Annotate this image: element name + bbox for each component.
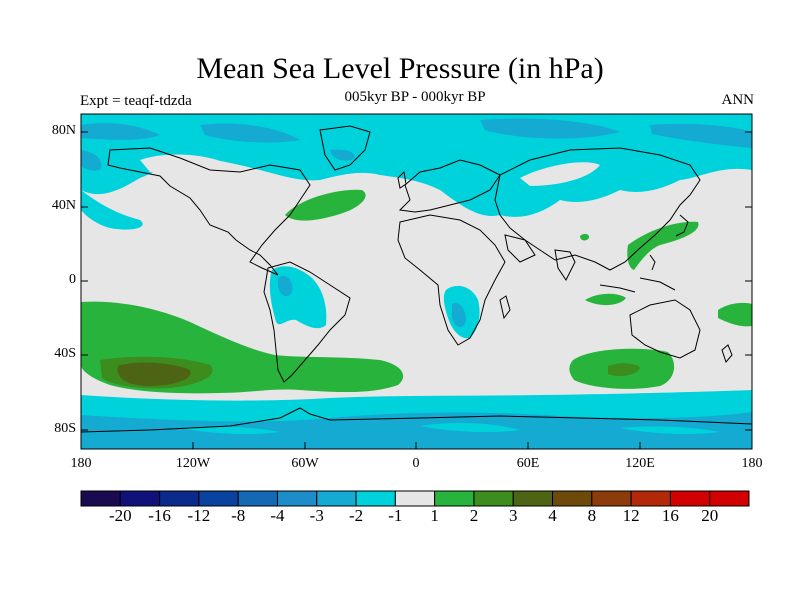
- colorbar: [80, 490, 750, 507]
- coastlines: [81, 125, 752, 433]
- colorbar-box-8: [394, 490, 436, 507]
- map-subtitle: 005kyr BP - 000kyr BP: [344, 89, 486, 105]
- y-label-80s: 80S: [54, 421, 76, 436]
- colorbar-box-13: [591, 490, 632, 507]
- colorbar-box-12: [552, 490, 593, 507]
- coast-europe: [398, 159, 501, 213]
- north-pacific-cyan: [81, 190, 143, 230]
- antarctic-cyan-streaks: [180, 423, 720, 435]
- y-label-40n: 40N: [51, 198, 76, 213]
- x-label-60w: 60W: [291, 456, 319, 471]
- colorbar-label-0: -20: [108, 506, 132, 525]
- colorbar-label-11: 4: [548, 506, 557, 525]
- x-label-60e: 60E: [516, 456, 540, 471]
- north-atlantic-green: [285, 189, 366, 221]
- asia-small-green: [580, 233, 590, 241]
- coast-greenland: [319, 125, 371, 171]
- southern-africa-blue: [452, 302, 466, 328]
- colorbar-label-1: -16: [148, 506, 171, 525]
- colorbar-box-5: [276, 490, 318, 507]
- colorbar-label-6: -2: [348, 506, 364, 525]
- colorbar-label-14: 16: [661, 506, 679, 525]
- x-label-180e: 180: [741, 456, 763, 471]
- colorbar-label-10: 3: [508, 506, 518, 525]
- coast-madagascar: [499, 295, 511, 320]
- sw-pacific-green: [718, 302, 752, 327]
- colorbar-box-14: [630, 490, 671, 507]
- x-label-180w: 180: [70, 456, 92, 471]
- colorbar-box-2: [159, 490, 200, 507]
- arctic-blue-4: [650, 123, 752, 148]
- arctic-blue-1: [81, 123, 160, 140]
- coast-india: [554, 249, 576, 281]
- map-field: [81, 114, 752, 449]
- coast-asia: [494, 147, 701, 271]
- coast-indonesia: [599, 254, 676, 293]
- colorbar-box-9: [434, 490, 475, 507]
- colorbar-label-4: -4: [270, 506, 285, 525]
- coast-new-zealand: [721, 344, 733, 363]
- colorbar-label-12: 8: [587, 506, 597, 525]
- coast-british-isles: [397, 170, 407, 189]
- arctic-blue-6: [330, 149, 355, 161]
- coast-north-america: [107, 147, 311, 276]
- season-label: ANN: [721, 92, 755, 108]
- colorbar-box-7: [355, 490, 396, 507]
- map-title: Mean Sea Level Pressure (in hPa): [196, 52, 604, 85]
- indian-ocean-green: [585, 293, 626, 306]
- arctic-blue-3: [480, 118, 620, 139]
- south-america-blue: [278, 275, 293, 297]
- colorbar-box-1: [119, 490, 161, 507]
- y-label-0: 0: [69, 272, 76, 287]
- x-label-120e: 120E: [625, 456, 655, 471]
- coast-arabia: [504, 234, 536, 263]
- colorbar-label-9: 2: [469, 506, 479, 525]
- colorbar-label-15: 20: [701, 506, 719, 525]
- coast-south-america: [263, 261, 351, 383]
- antarctic-blue: [81, 412, 752, 449]
- colorbar-box-3: [198, 490, 239, 507]
- coast-japan: [675, 214, 689, 237]
- coast-australia: [629, 299, 701, 359]
- experiment-label: Expt = teaqf-tdzda: [80, 93, 192, 109]
- coast-antarctica: [81, 407, 752, 433]
- x-label-120w: 120W: [175, 456, 211, 471]
- colorbar-label-5: -3: [309, 506, 324, 525]
- colorbar-label-7: -1: [388, 506, 403, 525]
- colorbar-box-6: [316, 490, 357, 507]
- south-indian-dark-green: [608, 363, 640, 376]
- colorbar-box-11: [512, 490, 554, 507]
- colorbar-label-13: 12: [622, 506, 640, 525]
- colorbar-label-8: 1: [430, 506, 439, 525]
- colorbar-box-4: [237, 490, 278, 507]
- colorbar-box-10: [473, 490, 514, 507]
- x-tick-marks: [80, 442, 753, 449]
- colorbar-box-0: [80, 490, 121, 507]
- x-label-0: 0: [412, 456, 420, 471]
- canada-neutral-patch: [140, 154, 230, 176]
- arctic-blue-5: [81, 150, 102, 171]
- colorbar-label-2: -12: [187, 506, 211, 525]
- y-label-80n: 80N: [51, 123, 76, 138]
- coast-africa: [397, 214, 506, 346]
- colorbar-box-15: [669, 490, 711, 507]
- arctic-blue-2: [200, 123, 300, 143]
- siberia-neutral-patch: [520, 162, 600, 186]
- y-tick-marks: [81, 131, 752, 431]
- south-pacific-olive: [117, 362, 191, 386]
- y-label-40s: 40S: [54, 346, 76, 361]
- colorbar-box-16: [709, 490, 750, 507]
- colorbar-label-3: -8: [231, 506, 246, 525]
